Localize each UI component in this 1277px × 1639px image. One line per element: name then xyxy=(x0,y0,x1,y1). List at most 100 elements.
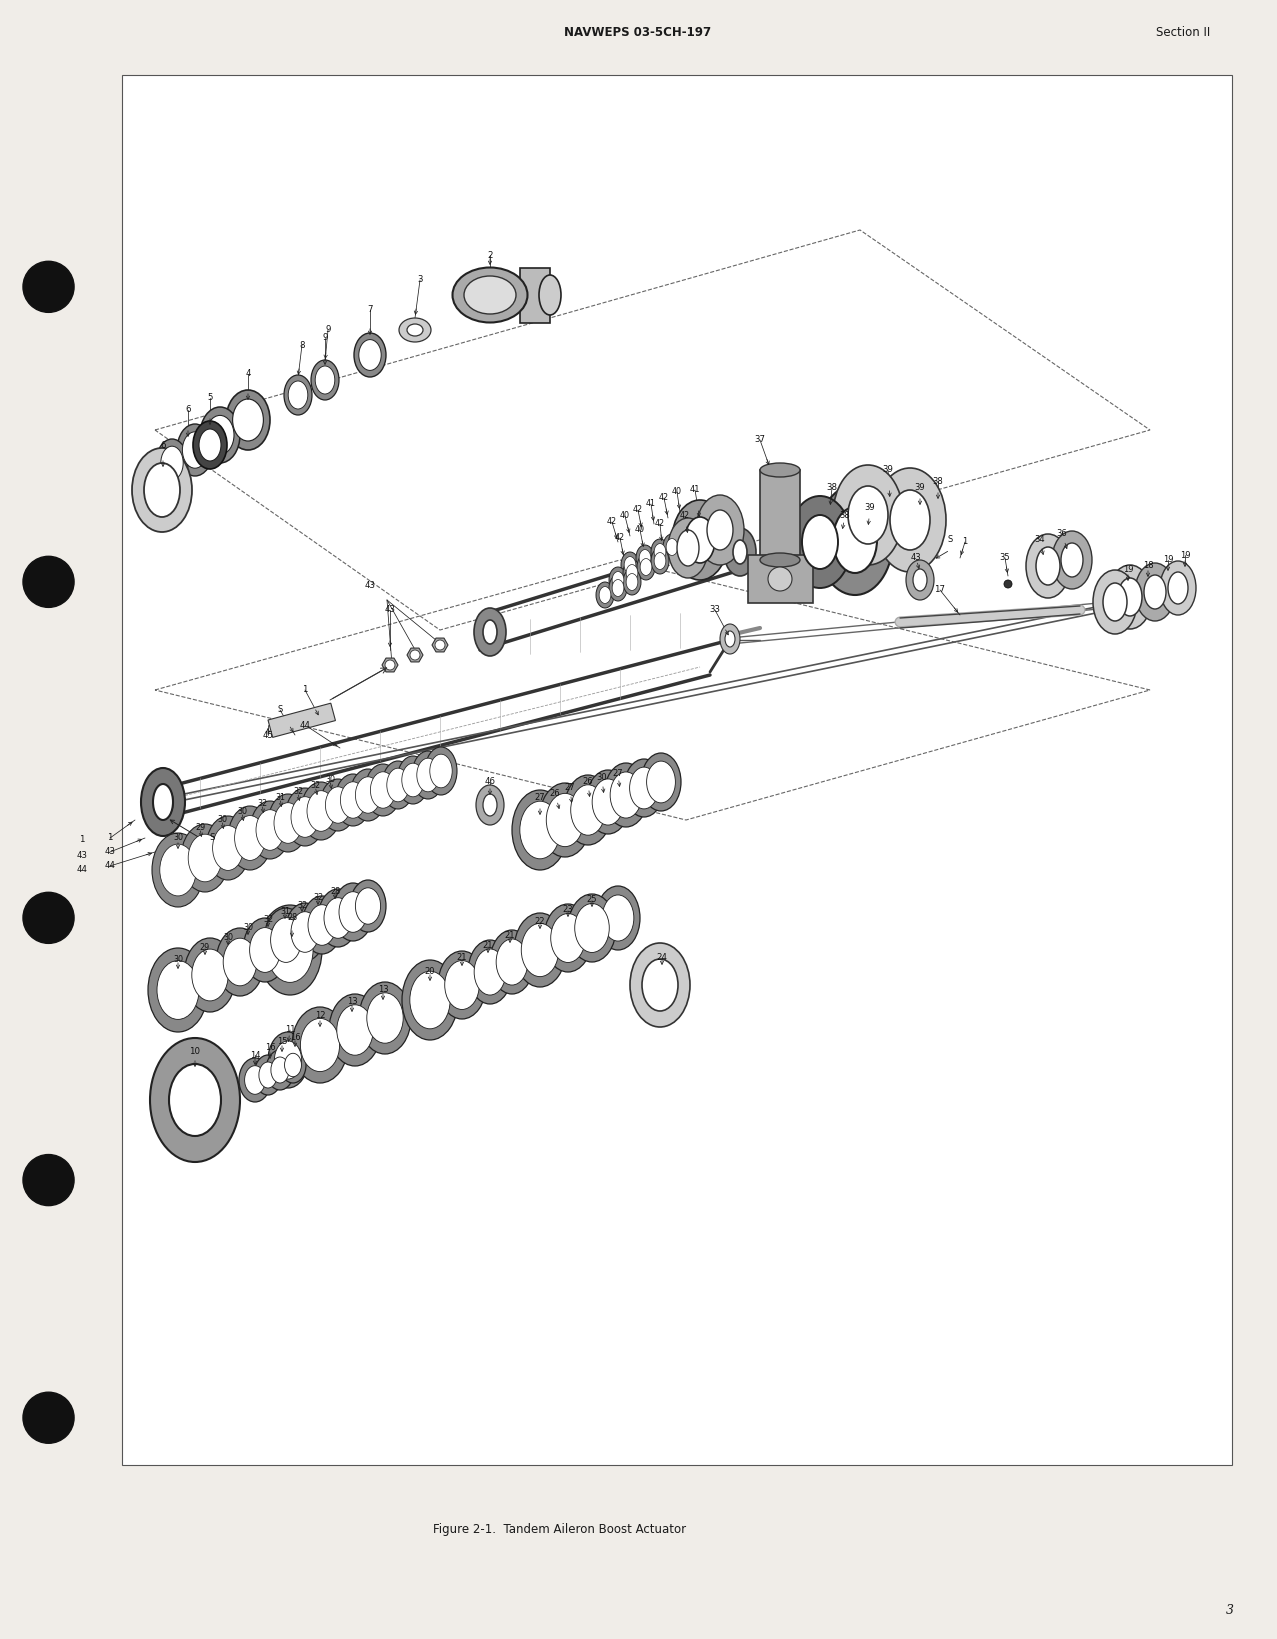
Ellipse shape xyxy=(621,552,638,579)
Text: 43: 43 xyxy=(911,554,921,562)
Ellipse shape xyxy=(275,1041,301,1078)
Text: 30: 30 xyxy=(243,923,253,933)
Ellipse shape xyxy=(306,790,335,831)
Ellipse shape xyxy=(651,547,669,574)
Text: 30: 30 xyxy=(223,934,232,942)
Text: 1: 1 xyxy=(303,685,308,695)
Text: 25: 25 xyxy=(586,895,598,905)
Ellipse shape xyxy=(199,429,221,461)
Text: 31: 31 xyxy=(275,793,285,803)
Text: 36: 36 xyxy=(1056,529,1068,539)
Text: 40: 40 xyxy=(621,511,630,521)
Ellipse shape xyxy=(410,972,451,1029)
Text: 9: 9 xyxy=(326,326,331,334)
Ellipse shape xyxy=(696,495,744,565)
Text: 42: 42 xyxy=(679,511,690,521)
Ellipse shape xyxy=(259,1062,277,1088)
Ellipse shape xyxy=(1025,534,1070,598)
Text: 18: 18 xyxy=(1143,561,1153,569)
Ellipse shape xyxy=(318,888,358,947)
Circle shape xyxy=(23,892,74,944)
Text: 16: 16 xyxy=(264,1044,276,1052)
Ellipse shape xyxy=(268,793,308,852)
Ellipse shape xyxy=(630,942,690,1028)
Ellipse shape xyxy=(612,572,624,588)
Text: 38: 38 xyxy=(826,484,838,492)
Ellipse shape xyxy=(249,928,281,972)
Ellipse shape xyxy=(407,325,423,336)
Ellipse shape xyxy=(289,380,308,410)
Text: 21: 21 xyxy=(483,941,493,949)
Ellipse shape xyxy=(833,506,877,574)
Ellipse shape xyxy=(547,793,584,847)
Ellipse shape xyxy=(544,905,593,972)
Ellipse shape xyxy=(520,801,561,859)
Ellipse shape xyxy=(474,949,506,995)
Ellipse shape xyxy=(160,844,197,897)
Ellipse shape xyxy=(623,569,641,595)
Ellipse shape xyxy=(193,421,227,469)
Ellipse shape xyxy=(301,782,341,841)
Ellipse shape xyxy=(760,552,799,567)
Bar xyxy=(760,470,799,561)
Ellipse shape xyxy=(161,446,183,480)
Ellipse shape xyxy=(663,534,681,561)
Text: 32: 32 xyxy=(263,916,273,924)
Ellipse shape xyxy=(521,923,559,977)
Ellipse shape xyxy=(212,826,244,870)
Ellipse shape xyxy=(206,816,250,880)
Text: 38: 38 xyxy=(932,477,944,487)
Ellipse shape xyxy=(890,490,930,551)
Polygon shape xyxy=(407,647,423,662)
Ellipse shape xyxy=(1168,572,1188,605)
Text: 34: 34 xyxy=(1034,536,1046,544)
Ellipse shape xyxy=(788,497,852,588)
Text: 30: 30 xyxy=(238,808,246,816)
Text: 26: 26 xyxy=(582,777,594,787)
Ellipse shape xyxy=(626,564,637,582)
Text: 40: 40 xyxy=(672,487,682,497)
Ellipse shape xyxy=(300,1018,340,1072)
Ellipse shape xyxy=(539,783,591,857)
Ellipse shape xyxy=(266,1051,294,1090)
Ellipse shape xyxy=(132,447,192,533)
Text: 44: 44 xyxy=(105,862,115,870)
Ellipse shape xyxy=(183,431,208,469)
Circle shape xyxy=(435,639,444,651)
Text: 1: 1 xyxy=(963,538,968,546)
Ellipse shape xyxy=(308,905,336,946)
Ellipse shape xyxy=(1052,531,1092,588)
Ellipse shape xyxy=(444,960,479,1010)
Text: 28: 28 xyxy=(329,887,340,897)
Text: 45: 45 xyxy=(263,731,273,739)
Circle shape xyxy=(23,556,74,608)
Ellipse shape xyxy=(144,462,180,516)
Text: 4: 4 xyxy=(245,369,250,379)
Ellipse shape xyxy=(672,500,728,580)
Ellipse shape xyxy=(178,425,213,475)
Text: 44: 44 xyxy=(300,721,310,729)
Text: 24: 24 xyxy=(656,954,668,962)
Bar xyxy=(520,269,550,323)
Ellipse shape xyxy=(568,893,616,962)
Ellipse shape xyxy=(464,275,516,315)
Text: 44: 44 xyxy=(77,865,88,875)
Text: 22: 22 xyxy=(535,918,545,926)
Ellipse shape xyxy=(271,1057,289,1083)
Text: 32: 32 xyxy=(257,800,267,808)
Text: 37: 37 xyxy=(755,436,765,444)
Ellipse shape xyxy=(402,960,458,1041)
Ellipse shape xyxy=(333,883,373,941)
Ellipse shape xyxy=(254,1056,282,1095)
Text: 20: 20 xyxy=(425,967,435,977)
Text: 42: 42 xyxy=(607,518,617,526)
Ellipse shape xyxy=(153,783,172,820)
Ellipse shape xyxy=(905,561,933,600)
Ellipse shape xyxy=(226,390,269,451)
Ellipse shape xyxy=(149,1037,240,1162)
Ellipse shape xyxy=(637,554,655,580)
Ellipse shape xyxy=(667,539,678,556)
Ellipse shape xyxy=(599,587,610,603)
Text: Figure 2-1.  Tandem Aileron Boost Actuator: Figure 2-1. Tandem Aileron Boost Actuato… xyxy=(433,1524,687,1536)
Text: 1: 1 xyxy=(107,834,112,842)
